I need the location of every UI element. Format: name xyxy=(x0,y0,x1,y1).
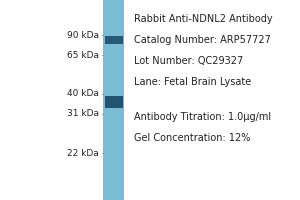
Text: 40 kDa: 40 kDa xyxy=(67,90,99,98)
Text: Lot Number: QC29327: Lot Number: QC29327 xyxy=(134,56,243,66)
Bar xyxy=(105,96,123,108)
Text: Catalog Number: ARP57727: Catalog Number: ARP57727 xyxy=(134,35,270,45)
Text: 31 kDa: 31 kDa xyxy=(67,110,99,118)
Bar xyxy=(105,36,123,44)
Text: Antibody Titration: 1.0μg/ml: Antibody Titration: 1.0μg/ml xyxy=(134,112,271,122)
Text: Lane: Fetal Brain Lysate: Lane: Fetal Brain Lysate xyxy=(134,77,251,87)
Text: 65 kDa: 65 kDa xyxy=(67,50,99,60)
Text: 22 kDa: 22 kDa xyxy=(67,148,99,158)
Bar xyxy=(103,0,124,200)
Text: 90 kDa: 90 kDa xyxy=(67,30,99,40)
Text: Gel Concentration: 12%: Gel Concentration: 12% xyxy=(134,133,250,143)
Text: Rabbit Anti-NDNL2 Antibody: Rabbit Anti-NDNL2 Antibody xyxy=(134,14,272,24)
